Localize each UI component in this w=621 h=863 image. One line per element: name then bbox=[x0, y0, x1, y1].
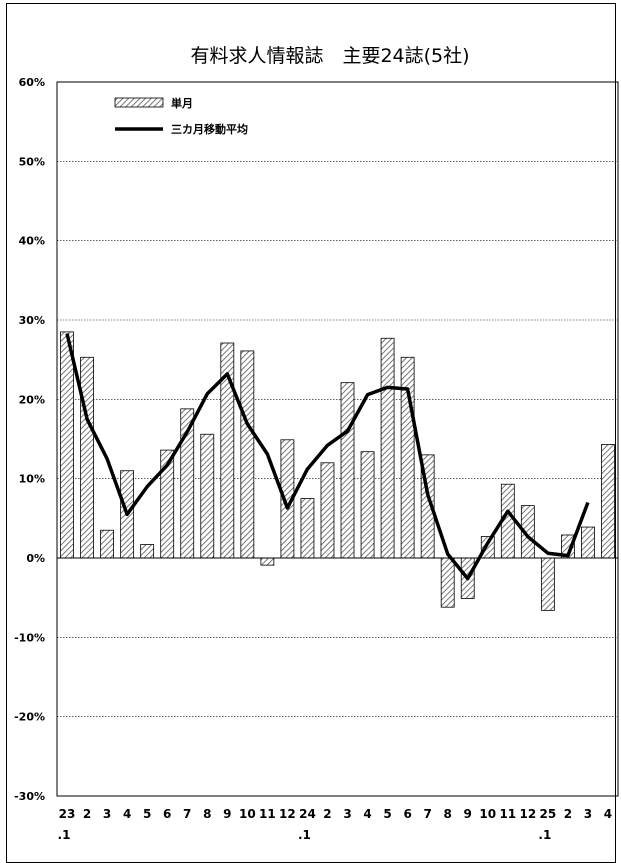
bar-series bbox=[60, 331, 615, 611]
y-tick-label: 30% bbox=[19, 314, 45, 327]
bar bbox=[260, 557, 275, 566]
x-tick-label: 25 bbox=[540, 807, 557, 821]
bar bbox=[360, 451, 375, 559]
legend-line-label: 三カ月移動平均 bbox=[171, 122, 248, 136]
bar bbox=[200, 433, 215, 559]
x-tick-label: 5 bbox=[383, 807, 391, 821]
y-tick-label: 60% bbox=[19, 76, 45, 89]
x-tick-label: 12 bbox=[279, 807, 296, 821]
bar bbox=[440, 557, 455, 608]
bar bbox=[320, 462, 335, 559]
moving-average-line bbox=[65, 333, 590, 581]
y-tick-label: 10% bbox=[19, 473, 45, 486]
x-tick-sublabel: .1 bbox=[58, 828, 71, 842]
bar bbox=[340, 382, 355, 559]
x-tick-label: 6 bbox=[163, 807, 171, 821]
x-tick-label: 3 bbox=[343, 807, 351, 821]
x-tick-sublabel: .1 bbox=[538, 828, 551, 842]
x-tick-label: 23 bbox=[59, 807, 76, 821]
x-tick-label: 9 bbox=[464, 807, 472, 821]
y-tick-label: -10% bbox=[14, 631, 45, 644]
x-tick-sublabel: .1 bbox=[298, 828, 311, 842]
bar bbox=[601, 444, 615, 559]
y-tick-label: 0% bbox=[26, 552, 45, 565]
x-tick-label: 3 bbox=[103, 807, 111, 821]
bar bbox=[60, 331, 74, 559]
x-tick-label: 2 bbox=[323, 807, 331, 821]
x-tick-label: 10 bbox=[479, 807, 496, 821]
x-tick-label: 7 bbox=[183, 807, 191, 821]
x-tick-label: 5 bbox=[143, 807, 151, 821]
x-tick-label: 4 bbox=[363, 807, 371, 821]
x-tick-label: 11 bbox=[259, 807, 276, 821]
x-tick-label: 2 bbox=[564, 807, 572, 821]
y-tick-label: 40% bbox=[19, 235, 45, 248]
y-axis-ticks: 60% 50% 40% 30% 20% 10% 0% -10% -20% -30% bbox=[14, 76, 45, 803]
y-tick-label: 20% bbox=[19, 393, 45, 406]
y-tick-label: 50% bbox=[19, 155, 45, 168]
bar bbox=[380, 337, 395, 559]
plot-border bbox=[56, 81, 619, 797]
x-tick-label: 4 bbox=[604, 807, 612, 821]
x-tick-label: 6 bbox=[403, 807, 411, 821]
x-tick-label: 9 bbox=[223, 807, 231, 821]
legend-bar-swatch bbox=[114, 97, 164, 108]
legend: 単月 三カ月移動平均 bbox=[114, 96, 248, 136]
x-axis-ticks: 23.12 3 4 5 6 7 8 9 10 11 12 24.12 3 4 5 6 7 8 9 10 11 12 25.1… bbox=[58, 807, 613, 842]
bar bbox=[540, 557, 555, 611]
grid-lines bbox=[57, 161, 618, 717]
x-tick-label: 8 bbox=[203, 807, 211, 821]
x-tick-label: 11 bbox=[499, 807, 516, 821]
x-tick-label: 10 bbox=[239, 807, 256, 821]
x-tick-label: 8 bbox=[444, 807, 452, 821]
bar bbox=[140, 544, 155, 559]
x-tick-label: 3 bbox=[584, 807, 592, 821]
chart-title: 有料求人情報誌 主要24誌(5社) bbox=[190, 45, 469, 67]
x-tick-label: 7 bbox=[423, 807, 431, 821]
bar bbox=[100, 529, 114, 559]
x-tick-label: 4 bbox=[123, 807, 131, 821]
y-tick-label: -30% bbox=[14, 790, 45, 803]
legend-bar-label: 単月 bbox=[171, 96, 193, 110]
x-tick-label: 12 bbox=[519, 807, 536, 821]
x-tick-label: 2 bbox=[83, 807, 91, 821]
bar bbox=[240, 350, 255, 559]
x-tick-label: 24 bbox=[299, 807, 316, 821]
bar bbox=[80, 356, 94, 559]
y-tick-label: -20% bbox=[14, 711, 45, 724]
bar bbox=[581, 526, 595, 559]
bar bbox=[300, 498, 315, 559]
